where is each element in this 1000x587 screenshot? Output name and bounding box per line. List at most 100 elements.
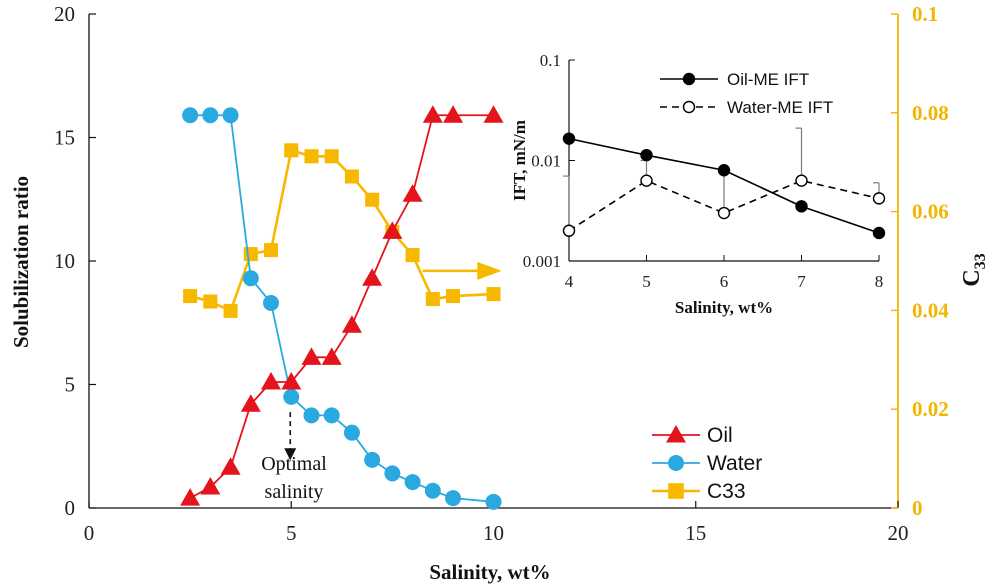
point-oil	[261, 372, 282, 390]
point-water	[485, 493, 502, 510]
inset-point-water-me	[640, 174, 653, 187]
inset-point-water-me	[795, 174, 808, 187]
point-water	[283, 388, 300, 405]
inset-legend-marker	[682, 100, 696, 114]
inset-point-oil-me	[717, 164, 731, 177]
x-tick-label: 0	[84, 521, 95, 545]
inset-chart: 4 5 6 7 8 0.001 0.01 0.1 Salinity, wt% IFT, mN/m O…	[510, 51, 886, 317]
point-oil	[443, 105, 464, 123]
point-c33	[223, 303, 238, 318]
point-oil	[240, 394, 261, 412]
point-oil	[382, 221, 403, 239]
y-axis-title: Solubilization ratio	[9, 176, 33, 348]
point-c33	[203, 294, 218, 309]
inset-y-axis-title: IFT, mN/m	[510, 120, 529, 201]
inset-x-tick-label: 7	[797, 272, 806, 291]
point-oil	[321, 347, 342, 365]
inset-y-tick-label: 0.001	[523, 252, 561, 271]
inset-point-oil-me	[640, 148, 653, 162]
point-oil	[180, 488, 201, 506]
x-tick-label: 20	[888, 521, 909, 545]
point-c33	[304, 149, 319, 164]
point-oil	[422, 105, 443, 123]
point-water	[303, 407, 320, 424]
point-water	[404, 474, 421, 491]
y2-tick-label: 0.04	[912, 298, 949, 322]
point-water	[182, 107, 199, 124]
legend-marker-water	[668, 455, 684, 471]
point-water	[242, 270, 259, 287]
inset-point-water-me	[872, 192, 886, 205]
y2-tick-label: 0.1	[912, 2, 938, 26]
inset-x-tick-label: 5	[642, 272, 651, 291]
inset-legend-marker	[682, 72, 696, 86]
inset-y-tick-label: 0.01	[531, 152, 561, 171]
point-water	[424, 482, 441, 499]
legend-label-water: Water	[707, 452, 762, 475]
main-series	[180, 105, 504, 510]
y2-tick-label: 0	[912, 496, 923, 520]
y-tick-label: 15	[54, 126, 75, 150]
y2-tick-label: 0.06	[912, 200, 949, 224]
inset-x-axis-title: Salinity, wt%	[675, 298, 773, 317]
point-oil	[281, 372, 302, 390]
x-tick-label: 15	[685, 521, 706, 545]
x-tick-label: 5	[286, 521, 297, 545]
inset-x-tick-label: 8	[875, 272, 884, 291]
inset-point-oil-me	[795, 200, 808, 213]
point-c33	[446, 289, 461, 304]
point-water	[343, 424, 360, 441]
point-water	[445, 490, 462, 507]
inset-point-oil-me	[872, 226, 886, 240]
inset-point-oil-me	[562, 132, 576, 145]
legend-label-c33: C33	[707, 480, 746, 503]
point-c33	[243, 247, 258, 262]
inset-x-tick-label: 4	[565, 272, 574, 291]
y2-tick-label: 0.08	[912, 101, 949, 125]
point-oil	[220, 457, 241, 475]
point-oil	[341, 315, 362, 333]
point-c33	[425, 292, 440, 307]
optimal-label-line1: Optimal	[261, 453, 327, 475]
c33-right-axis-arrow	[422, 261, 502, 280]
legend-marker-oil	[666, 425, 686, 443]
point-c33	[264, 243, 279, 258]
point-oil	[483, 105, 504, 123]
inset-background	[569, 60, 879, 261]
optimal-label-line2: salinity	[265, 481, 324, 503]
point-water	[263, 294, 280, 311]
y-tick-label: 0	[65, 496, 76, 520]
point-c33	[284, 143, 299, 158]
inset-point-water-me	[562, 224, 576, 237]
series-line-c33	[189, 148, 494, 313]
point-water	[364, 451, 381, 468]
y2-axis-title: C33	[959, 253, 989, 286]
inset-point-water-me	[717, 206, 731, 220]
point-c33	[405, 248, 420, 263]
inset-y-tick-label: 0.1	[540, 51, 561, 70]
inset-series-line-water-me	[568, 179, 880, 232]
inset-legend-label: Water-ME IFT	[727, 98, 833, 117]
y-tick-label: 20	[54, 2, 75, 26]
svg-text:C33: C33	[959, 253, 989, 286]
legend-marker-c33	[668, 483, 684, 499]
point-water	[202, 107, 219, 124]
main-legend: Oil Water C33	[652, 424, 762, 503]
y-tick-label: 10	[54, 249, 75, 273]
y2-tick-label: 0.02	[912, 397, 949, 421]
point-water	[222, 107, 239, 124]
y2-axis-title-main: C	[959, 269, 985, 286]
point-water	[384, 465, 401, 482]
y-tick-label: 5	[65, 373, 76, 397]
point-water	[323, 407, 340, 424]
point-oil	[362, 268, 383, 286]
inset-legend-label: Oil-ME IFT	[727, 70, 809, 89]
legend-label-oil: Oil	[707, 424, 733, 447]
inset-x-tick-label: 6	[720, 272, 729, 291]
x-axis-title: Salinity, wt%	[429, 560, 550, 584]
y2-axis-title-sub: 33	[972, 253, 989, 269]
point-c33	[324, 149, 339, 164]
point-c33	[486, 287, 501, 302]
